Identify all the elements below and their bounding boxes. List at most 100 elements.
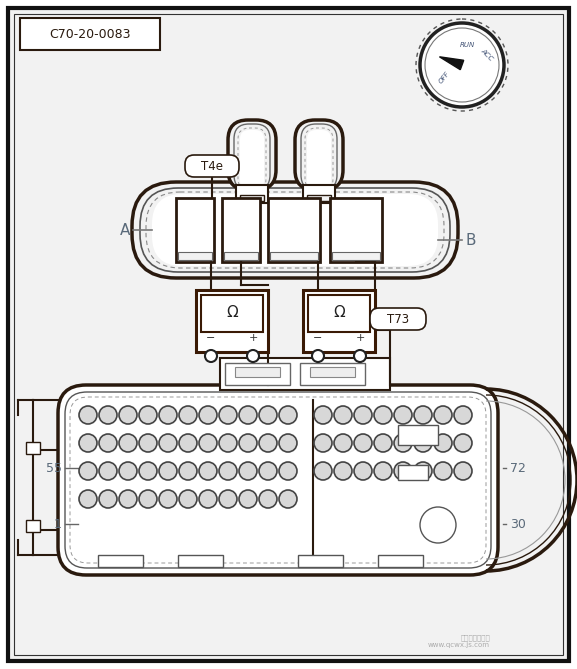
Circle shape: [239, 490, 257, 508]
Bar: [310, 367, 355, 377]
Circle shape: [259, 434, 277, 452]
Bar: [307, 195, 331, 201]
Circle shape: [454, 406, 472, 424]
Bar: [378, 555, 423, 567]
Circle shape: [394, 434, 412, 452]
Text: B: B: [466, 233, 477, 248]
Circle shape: [394, 462, 412, 480]
Circle shape: [414, 462, 432, 480]
Text: Ω: Ω: [226, 304, 238, 320]
Circle shape: [179, 462, 197, 480]
Circle shape: [454, 434, 472, 452]
Text: +: +: [355, 333, 365, 343]
Bar: [308, 295, 370, 332]
Bar: [224, 252, 258, 260]
Circle shape: [354, 350, 366, 362]
Bar: [298, 555, 343, 567]
Bar: [26, 520, 40, 532]
Circle shape: [159, 434, 177, 452]
Circle shape: [334, 462, 352, 480]
Circle shape: [139, 462, 157, 480]
Circle shape: [119, 434, 137, 452]
Circle shape: [179, 406, 197, 424]
Circle shape: [219, 434, 237, 452]
Text: ACC: ACC: [479, 47, 494, 62]
Circle shape: [374, 462, 392, 480]
Text: RUN: RUN: [459, 42, 475, 48]
Bar: [178, 555, 223, 567]
Circle shape: [420, 23, 504, 107]
Circle shape: [425, 28, 499, 102]
Bar: [26, 442, 40, 454]
Bar: [268, 198, 320, 262]
Text: 30: 30: [510, 518, 526, 531]
Circle shape: [239, 434, 257, 452]
Circle shape: [247, 350, 259, 362]
Circle shape: [159, 406, 177, 424]
Bar: [240, 195, 264, 201]
Circle shape: [314, 434, 332, 452]
Circle shape: [420, 507, 456, 543]
FancyBboxPatch shape: [295, 120, 343, 190]
Text: 55: 55: [46, 462, 62, 474]
Polygon shape: [440, 57, 464, 70]
Text: 72: 72: [510, 462, 526, 474]
Circle shape: [199, 462, 217, 480]
Bar: [398, 465, 428, 480]
Circle shape: [219, 462, 237, 480]
FancyBboxPatch shape: [234, 124, 270, 190]
Circle shape: [119, 462, 137, 480]
Circle shape: [139, 490, 157, 508]
Bar: [330, 198, 382, 262]
Bar: [332, 252, 380, 260]
Circle shape: [139, 406, 157, 424]
Circle shape: [414, 406, 432, 424]
FancyBboxPatch shape: [58, 385, 498, 575]
Circle shape: [119, 406, 137, 424]
Circle shape: [334, 434, 352, 452]
Circle shape: [454, 462, 472, 480]
FancyBboxPatch shape: [65, 392, 491, 568]
Circle shape: [354, 462, 372, 480]
Text: T4e: T4e: [201, 159, 223, 173]
Circle shape: [434, 462, 452, 480]
Text: 汽车维修技术网
www.qcwx.js.com: 汽车维修技术网 www.qcwx.js.com: [428, 634, 490, 648]
Circle shape: [219, 490, 237, 508]
Circle shape: [159, 462, 177, 480]
Circle shape: [99, 434, 117, 452]
Circle shape: [374, 434, 392, 452]
Bar: [236, 185, 268, 203]
Circle shape: [205, 350, 217, 362]
FancyBboxPatch shape: [228, 120, 276, 190]
Circle shape: [354, 406, 372, 424]
Circle shape: [179, 490, 197, 508]
Circle shape: [139, 434, 157, 452]
Text: T73: T73: [387, 312, 409, 326]
Bar: [300, 363, 365, 385]
Circle shape: [334, 406, 352, 424]
Circle shape: [279, 434, 297, 452]
Circle shape: [279, 406, 297, 424]
FancyBboxPatch shape: [307, 130, 331, 190]
FancyBboxPatch shape: [140, 188, 450, 272]
FancyBboxPatch shape: [240, 130, 264, 190]
Bar: [196, 290, 268, 352]
FancyBboxPatch shape: [185, 155, 239, 177]
Circle shape: [434, 406, 452, 424]
Circle shape: [219, 406, 237, 424]
Circle shape: [239, 462, 257, 480]
Bar: [20, 18, 160, 50]
Circle shape: [99, 462, 117, 480]
Bar: [225, 363, 290, 385]
Bar: [220, 358, 390, 390]
Circle shape: [414, 434, 432, 452]
Text: +: +: [248, 333, 258, 343]
Text: OFF: OFF: [437, 70, 451, 84]
Circle shape: [434, 434, 452, 452]
Circle shape: [159, 490, 177, 508]
Bar: [398, 425, 438, 445]
Bar: [98, 555, 143, 567]
FancyBboxPatch shape: [370, 308, 426, 330]
Bar: [303, 290, 375, 352]
Circle shape: [314, 462, 332, 480]
